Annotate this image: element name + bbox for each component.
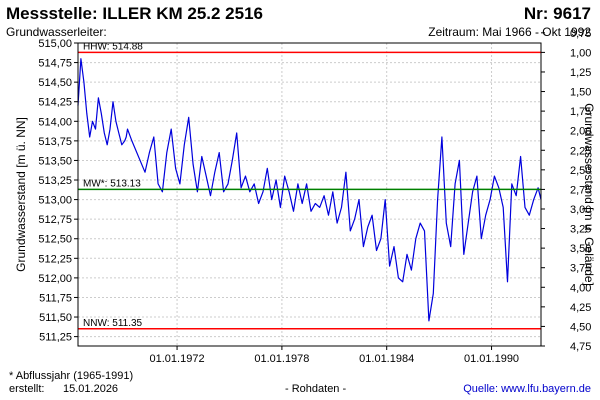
plot-frame (77, 42, 542, 347)
y-tick-label-right: 4,25 (570, 302, 591, 314)
y-tick-label-right: 4,75 (570, 341, 591, 353)
y-tick-label-right: 2,00 (570, 126, 591, 138)
y-tick-label-right: 4,00 (570, 282, 591, 294)
y-tick-label-left: 512,00 (38, 273, 72, 285)
y-tick-label-left: 514,00 (38, 116, 72, 128)
series-layer (77, 58, 542, 322)
tick-labels: 515,00 514,75 514,50 514,25 514,00 513,75 513,… (38, 28, 591, 365)
x-tick-label: 01.01.1990 (464, 353, 519, 365)
y-tick-label-left: 514,75 (38, 58, 72, 70)
y-tick-label-right: 3,25 (570, 224, 591, 236)
y-axis-label-right: Grundwasserstand [m u. Gelände] (582, 103, 596, 286)
footnote: * Abflussjahr (1965-1991) (9, 370, 134, 382)
y-tick-label-left: 513,50 (38, 155, 72, 167)
y-tick-label-right: 0,75 (570, 28, 591, 40)
y-tick-label-left: 512,75 (38, 214, 72, 226)
y-tick-label-right: 2,25 (570, 145, 591, 157)
source-link[interactable]: Quelle: www.lfu.bayern.de (463, 383, 591, 395)
y-tick-label-right: 3,50 (570, 243, 591, 255)
grid (78, 42, 541, 346)
reference-label: HHW: 514.88 (83, 41, 143, 52)
y-tick-label-left: 511,75 (39, 292, 72, 304)
series-line (77, 58, 542, 322)
created-label: erstellt: (9, 383, 45, 395)
y-axis-label-left: Grundwasserstand [m ü. NN] (14, 117, 28, 272)
aquifer-label: Grundwasserleiter: (6, 25, 107, 39)
y-tick-label-right: 3,75 (570, 263, 591, 275)
y-tick-label-left: 511,50 (39, 312, 72, 324)
reference-label: MW*: 513.13 (83, 178, 141, 189)
y-tick-label-left: 514,25 (38, 97, 72, 109)
y-tick-label-right: 2,75 (570, 184, 591, 196)
x-tick-label: 01.01.1978 (254, 353, 309, 365)
y-tick-label-right: 2,50 (570, 165, 591, 177)
y-tick-label-left: 515,00 (38, 38, 72, 50)
y-tick-label-right: 4,50 (570, 321, 591, 333)
created-date: 15.01.2026 (63, 383, 119, 395)
station-number: Nr: 9617 (523, 4, 591, 23)
y-tick-label-left: 513,00 (38, 195, 72, 207)
y-tick-label-right: 1,00 (570, 47, 591, 59)
y-tick-label-right: 1,50 (570, 87, 591, 99)
y-tick-label-left: 513,75 (38, 136, 72, 148)
y-tick-label-left: 511,25 (39, 332, 72, 344)
y-tick-label-left: 513,25 (38, 175, 72, 187)
x-tick-label: 01.01.1984 (359, 353, 414, 365)
raw-data-label: - Rohdaten - (285, 383, 347, 395)
y-tick-label-right: 1,25 (570, 67, 591, 79)
y-tick-label-left: 512,50 (38, 234, 72, 246)
y-tick-label-left: 512,25 (38, 253, 72, 265)
reference-label: NNW: 511.35 (83, 318, 143, 329)
y-tick-label-right: 1,75 (570, 106, 591, 118)
reference-lines: HHW: 514.88 MW*: 513.13 NNW: 511.35 (78, 41, 541, 330)
period-label: Zeitraum: Mai 1966 - Okt 1992 (428, 25, 591, 39)
page-title: Messstelle: ILLER KM 25.2 2516 (6, 4, 264, 23)
x-tick-label: 01.01.1972 (150, 353, 205, 365)
y-tick-label-left: 514,50 (38, 77, 72, 89)
y-tick-label-right: 3,00 (570, 204, 591, 216)
